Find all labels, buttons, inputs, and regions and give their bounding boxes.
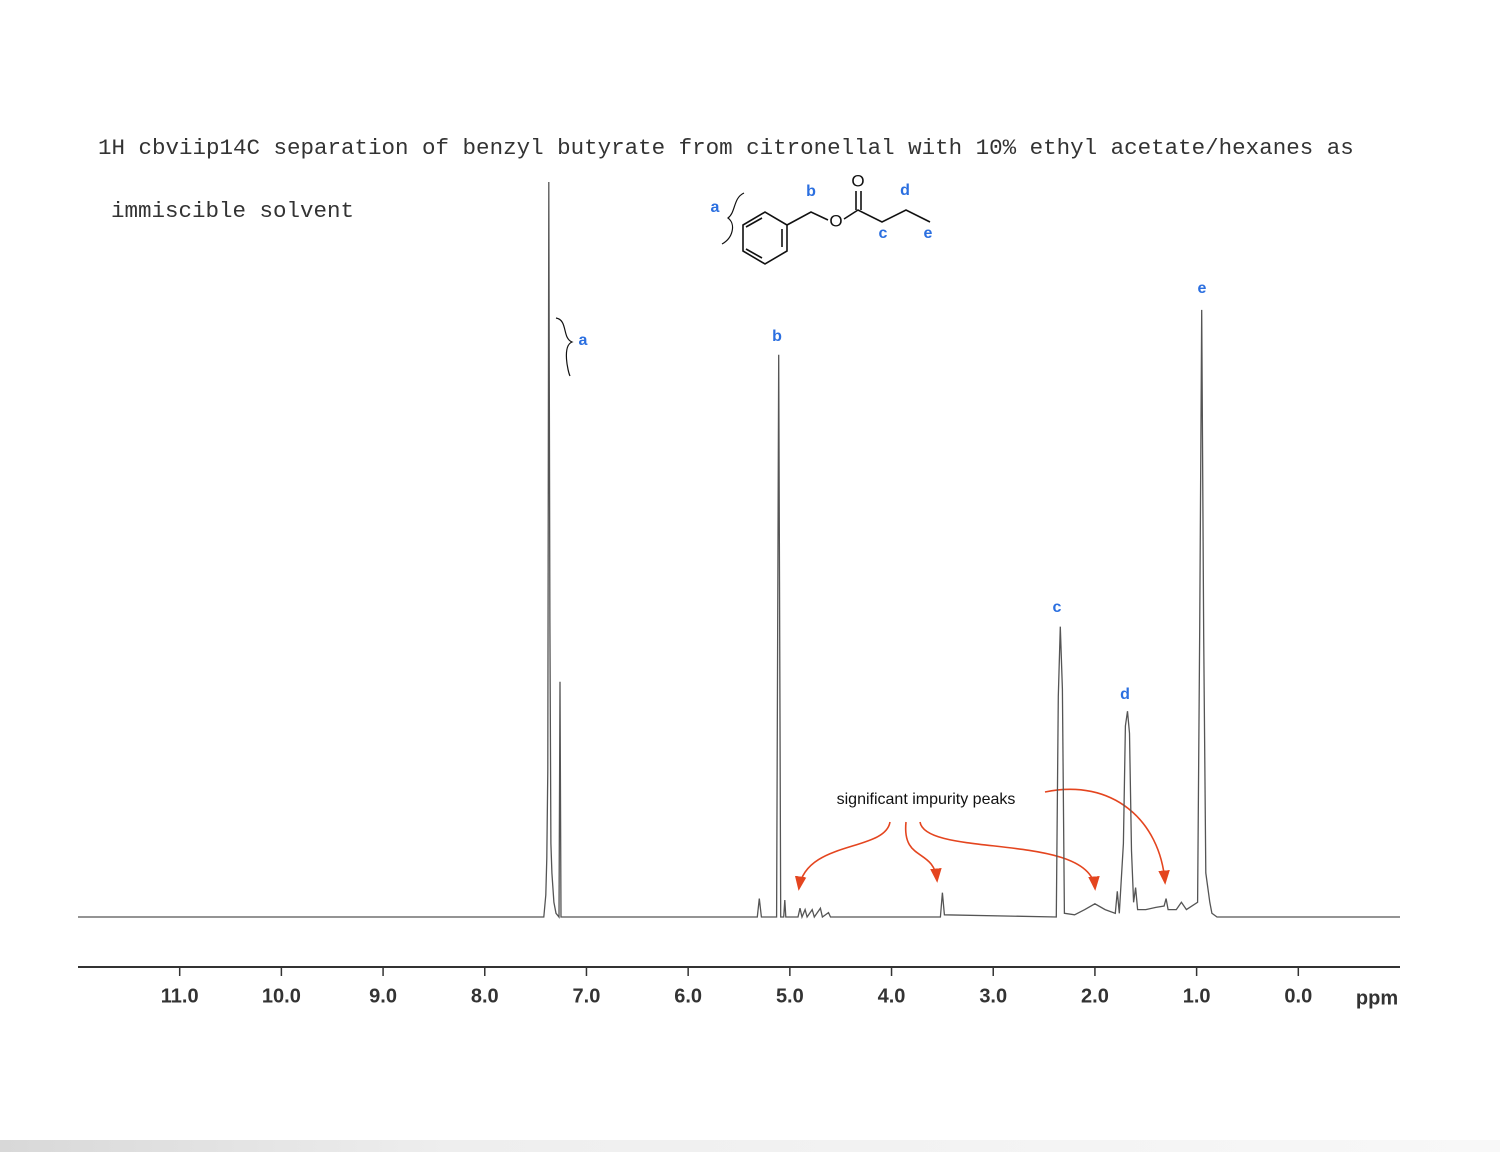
peak-label: d [1120,686,1130,703]
spectrum-line [78,181,1400,920]
x-tick-label: 5.0 [776,985,804,1007]
structure-label: c [879,225,888,242]
x-tick-label: 11.0 [161,985,199,1007]
peak-label: c [1053,599,1062,616]
x-tick-label: 0.0 [1284,985,1312,1007]
annotation-arrows [794,788,1170,891]
x-tick-label: 2.0 [1081,985,1109,1007]
atom-label: O [829,211,842,230]
scan-edge [0,1140,1500,1152]
structure-label: e [924,225,933,242]
atom-label: O [851,171,864,190]
structure-label: b [806,183,816,200]
x-tick-label: 6.0 [674,985,702,1007]
title-line: immiscible solvent [111,198,355,224]
annotation: significant impurity peaks [837,791,1016,808]
structure-label: a [711,199,720,216]
structure [721,191,931,265]
x-tick-label: 10.0 [262,985,301,1007]
x-tick-label: 3.0 [979,985,1007,1007]
peak-label: e [1198,280,1207,297]
x-tick-label: 8.0 [471,985,499,1007]
chart-title: 1H cbviip14C separation of benzyl butyra… [98,96,1398,243]
x-tick-label: 9.0 [369,985,397,1007]
title-line: 1H cbviip14C separation of benzyl butyra… [98,135,1354,161]
x-tick-label: 7.0 [573,985,601,1007]
x-tick-label: 4.0 [878,985,906,1007]
x-axis-label: ppm [1356,987,1398,1009]
peak-label: b [772,328,782,345]
x-tick-label: 1.0 [1183,985,1211,1007]
peak-label: a [579,332,588,349]
structure-label: d [900,182,910,199]
brace [555,317,574,377]
